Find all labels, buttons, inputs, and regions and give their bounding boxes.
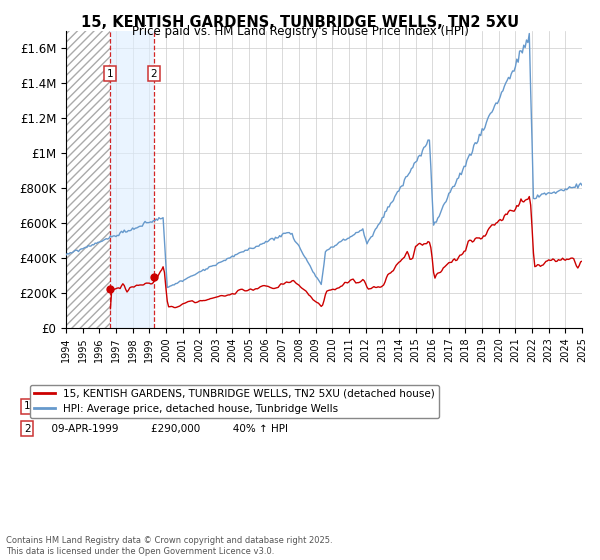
Bar — [66, 31, 110, 328]
Text: Contains HM Land Registry data © Crown copyright and database right 2025.
This d: Contains HM Land Registry data © Crown c… — [6, 536, 332, 556]
Text: 2: 2 — [151, 69, 157, 79]
Text: Price paid vs. HM Land Registry's House Price Index (HPI): Price paid vs. HM Land Registry's House … — [131, 25, 469, 38]
Legend: 15, KENTISH GARDENS, TUNBRIDGE WELLS, TN2 5XU (detached house), HPI: Average pri: 15, KENTISH GARDENS, TUNBRIDGE WELLS, TN… — [30, 385, 439, 418]
Text: 09-APR-1999          £290,000          40% ↑ HPI: 09-APR-1999 £290,000 40% ↑ HPI — [46, 423, 289, 433]
Text: 15, KENTISH GARDENS, TUNBRIDGE WELLS, TN2 5XU: 15, KENTISH GARDENS, TUNBRIDGE WELLS, TN… — [81, 15, 519, 30]
Bar — [110, 31, 154, 328]
Text: 29-AUG-1996          £221,000          46% ↑ HPI: 29-AUG-1996 £221,000 46% ↑ HPI — [46, 402, 292, 411]
Text: 2: 2 — [24, 423, 31, 433]
Text: 1: 1 — [107, 69, 113, 79]
Text: 1: 1 — [24, 402, 31, 411]
